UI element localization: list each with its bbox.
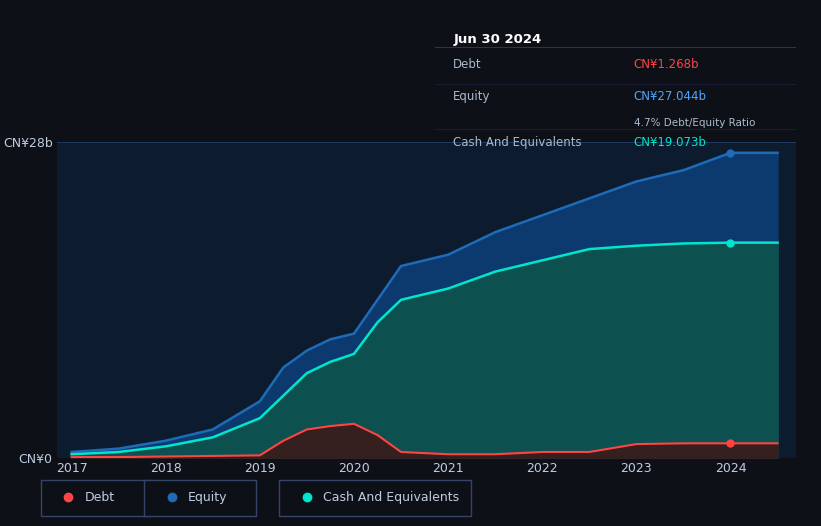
FancyBboxPatch shape xyxy=(144,480,255,517)
FancyBboxPatch shape xyxy=(279,480,470,517)
Text: Jun 30 2024: Jun 30 2024 xyxy=(453,33,541,46)
Text: CN¥19.073b: CN¥19.073b xyxy=(634,137,707,149)
Text: Equity: Equity xyxy=(188,491,227,503)
Text: Cash And Equivalents: Cash And Equivalents xyxy=(453,137,582,149)
Text: Debt: Debt xyxy=(85,491,114,503)
Text: Cash And Equivalents: Cash And Equivalents xyxy=(323,491,460,503)
Text: 4.7% Debt/Equity Ratio: 4.7% Debt/Equity Ratio xyxy=(634,118,755,128)
Text: Debt: Debt xyxy=(453,58,482,72)
Text: Equity: Equity xyxy=(453,89,491,103)
Text: CN¥27.044b: CN¥27.044b xyxy=(634,89,707,103)
Text: CN¥1.268b: CN¥1.268b xyxy=(634,58,699,72)
FancyBboxPatch shape xyxy=(40,480,152,517)
